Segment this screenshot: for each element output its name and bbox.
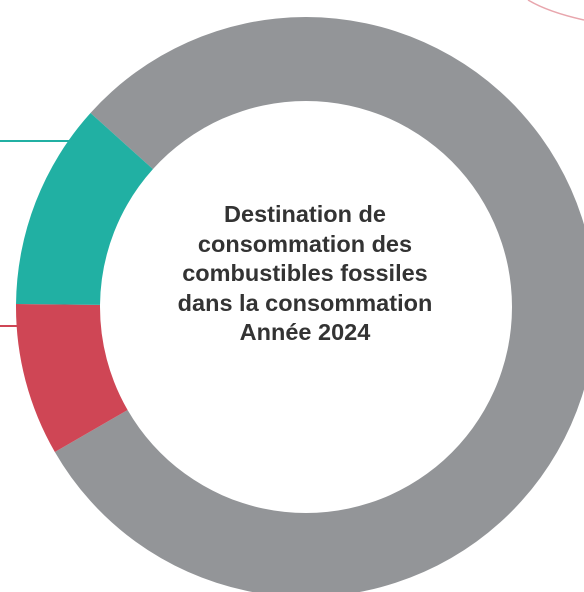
- title-line-3: combustibles fossiles: [182, 260, 428, 286]
- title-line-2: consommation des: [197, 230, 413, 257]
- donut-slices: [15, 17, 584, 592]
- title-line-4: dans la consommation: [177, 289, 433, 316]
- corner-decoration-arc: [527, 0, 584, 21]
- title-line-1: Destination de: [224, 201, 386, 227]
- donut-slice-3: [16, 112, 153, 305]
- donut-slice-2: [15, 303, 128, 452]
- title-line-5: Année 2024: [239, 319, 371, 345]
- chart-center-title: Destination de consommation des combusti…: [140, 200, 470, 348]
- donut-slice-1: [54, 17, 584, 592]
